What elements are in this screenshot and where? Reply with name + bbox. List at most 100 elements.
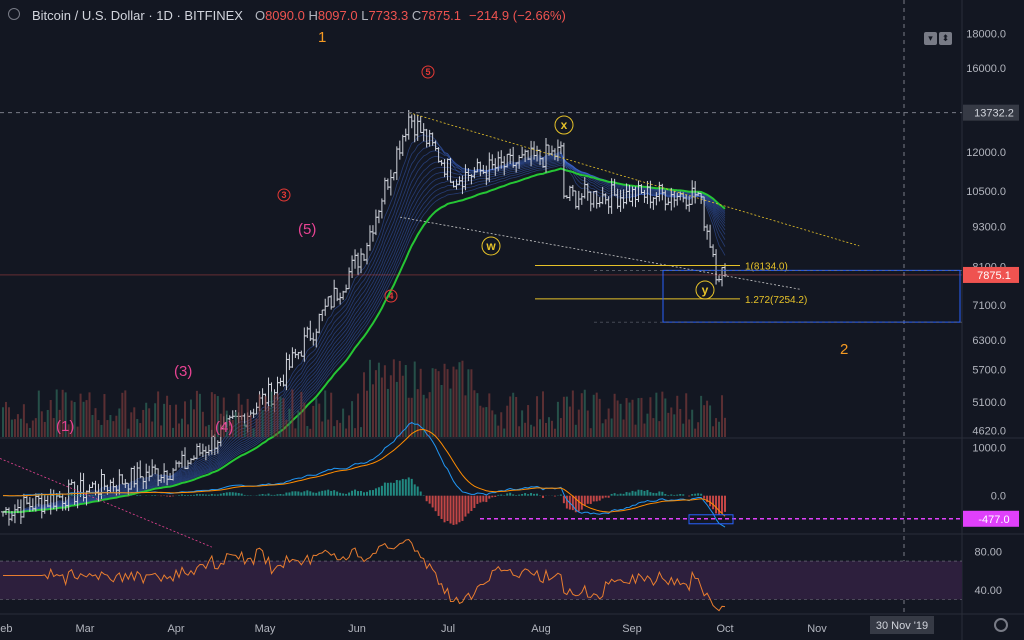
macd-histogram-bar [434,495,437,512]
volume-bar [664,398,667,437]
ma-ribbon-line [2,154,726,514]
volume-bar [619,403,622,437]
macd-histogram-bar [476,495,479,504]
ohlc-values: O8090.0 H8097.0 L7733.3 C7875.1 [255,8,461,23]
macd-histogram-bar [580,495,583,510]
rsi-tick-label: 40.00 [974,585,1002,597]
volume-bar [616,400,619,437]
volume-bar [398,360,401,437]
wave-label-circle [481,236,501,256]
volume-bar [646,413,649,437]
price-tick-label: 4620.0 [972,426,1006,438]
macd-histogram-bar [724,495,726,512]
macd-histogram-bar [321,490,324,496]
volume-bar [166,395,169,437]
macd-histogram-bar [73,494,76,496]
volume-bar [509,396,512,437]
macd-histogram-bar [371,490,374,496]
macd-histogram-bar [303,491,306,496]
macd-histogram-bar [425,495,428,502]
macd-histogram-bar [386,482,389,496]
crosshair-price-badge [963,104,1019,121]
symbol-title[interactable]: Bitcoin / U.S. Dollar · 1D · BITFINEX [32,7,243,23]
wave-label: (5) [298,221,316,238]
volume-bar [79,393,82,437]
volume-bar [148,408,151,437]
macd-histogram-bar [181,494,184,496]
price-tick-label: 5700.0 [972,364,1006,376]
volume-bar [694,428,697,437]
macd-histogram-bar [473,495,476,508]
macd-histogram-bar [55,495,58,496]
volume-bar [497,425,500,437]
macd-histogram-bar [700,493,703,496]
macd-histogram-bar [297,491,300,496]
volume-bar [285,419,288,437]
macd-histogram-bar [330,490,333,496]
scroll-down-icon[interactable]: ▾ [924,32,937,45]
volume-bar [19,418,22,437]
volume-bar [88,392,91,437]
volume-bar [333,426,336,437]
macd-histogram-bar [315,492,318,496]
close-value: 7875.1 [421,7,462,23]
macd-histogram-bar [169,495,172,497]
macd-histogram-bar [542,495,545,498]
volume-bar [494,414,497,437]
macd-histogram-bar [619,493,622,496]
macd-histogram-bar [670,494,673,496]
volume-bar [291,389,294,437]
volume-bar [52,418,55,437]
volume-bar [601,423,604,437]
macd-histogram-bar [40,495,43,496]
macd-tick-label: 0.0 [991,491,1006,503]
volume-bar [109,414,112,437]
scroll-up-icon[interactable]: ⬍ [939,32,952,45]
high-value: 8097.0 [317,7,358,23]
volume-bar [395,381,398,437]
volume-bar [243,423,246,437]
macd-histogram-bar [360,490,363,496]
macd-histogram-bar [222,492,225,496]
volume-bar [467,369,470,437]
volume-bar [181,418,184,437]
volume-bar [312,405,315,437]
wave-label: 3 [281,190,286,200]
macd-histogram-bar [327,489,330,496]
macd-histogram-bar [616,494,619,496]
volume-bar [43,421,46,437]
volume-bar [476,393,479,437]
macd-histogram-bar [365,491,368,496]
macd-histogram-bar [333,490,336,496]
macd-histogram-bar [264,494,267,496]
macd-histogram-bar [368,490,371,496]
macd-histogram-bar [574,495,577,513]
volume-bar [712,426,715,437]
volume-bar [157,391,160,437]
macd-histogram-bar [339,492,342,496]
volume-bar [673,414,676,437]
volume-bar [488,393,491,437]
gear-icon[interactable] [994,618,1008,632]
volume-bar [404,365,407,437]
macd-histogram-bar [530,492,533,496]
macd-histogram-bar [413,484,416,496]
macd-histogram-bar [404,479,407,496]
macd-histogram-bar [231,492,234,496]
volume-bar [503,428,506,437]
wave-label-circle [277,188,291,202]
volume-bar [562,396,565,437]
macd-histogram-bar [667,495,670,496]
macd-histogram-bar [622,493,625,496]
volume-bar [58,409,61,437]
macd-current-badge [963,510,1019,527]
price-tick-label: 5100.0 [972,397,1006,409]
volume-bar [667,412,670,437]
volume-bar [628,402,631,437]
time-tick-label: Oct [716,623,733,635]
macd-histogram-bar [306,490,309,496]
volume-bar [389,375,392,437]
macd-histogram-bar [279,493,282,496]
price-tick-label: 10500.0 [966,186,1006,198]
